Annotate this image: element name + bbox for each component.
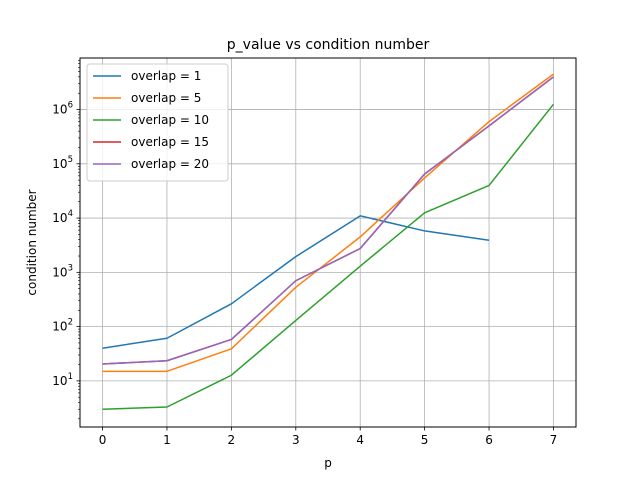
x-tick-label: 6 <box>485 433 493 447</box>
x-tick-label: 5 <box>421 433 429 447</box>
legend-label: overlap = 20 <box>131 157 209 171</box>
legend-box <box>86 63 229 182</box>
chart-title: p_value vs condition number <box>227 37 430 53</box>
series-line <box>102 215 490 349</box>
x-tick-label: 0 <box>99 433 107 447</box>
y-tick-label: 105 <box>52 155 73 171</box>
y-tick-label: 102 <box>52 318 73 334</box>
x-tick-label: 2 <box>228 433 236 447</box>
x-axis: 0 1 2 3 4 5 6 7 <box>99 427 558 447</box>
legend-label: overlap = 5 <box>131 91 201 105</box>
x-tick-label: 1 <box>163 433 171 447</box>
legend: overlap = 1 overlap = 5 overlap = 10 overla… <box>86 63 229 182</box>
series-line <box>102 73 554 373</box>
x-tick-label: 4 <box>356 433 364 447</box>
x-tick-label: 7 <box>550 433 558 447</box>
y-axis: 101 102 103 104 105 106 <box>52 60 80 420</box>
series-lines <box>102 73 555 410</box>
legend-label: overlap = 15 <box>131 135 209 149</box>
series-line <box>102 103 555 410</box>
grid <box>80 58 576 427</box>
y-tick-label: 101 <box>52 372 73 388</box>
y-axis-label: condition number <box>25 189 39 295</box>
legend-label: overlap = 10 <box>131 113 209 127</box>
y-tick-label: 106 <box>52 101 73 117</box>
plot-frame <box>79 57 577 428</box>
legend-label: overlap = 1 <box>131 69 201 83</box>
x-tick-label: 3 <box>292 433 300 447</box>
series-line <box>102 76 554 365</box>
y-tick-label: 103 <box>52 263 73 279</box>
y-tick-label: 104 <box>52 209 73 225</box>
x-axis-label: p <box>324 456 332 470</box>
